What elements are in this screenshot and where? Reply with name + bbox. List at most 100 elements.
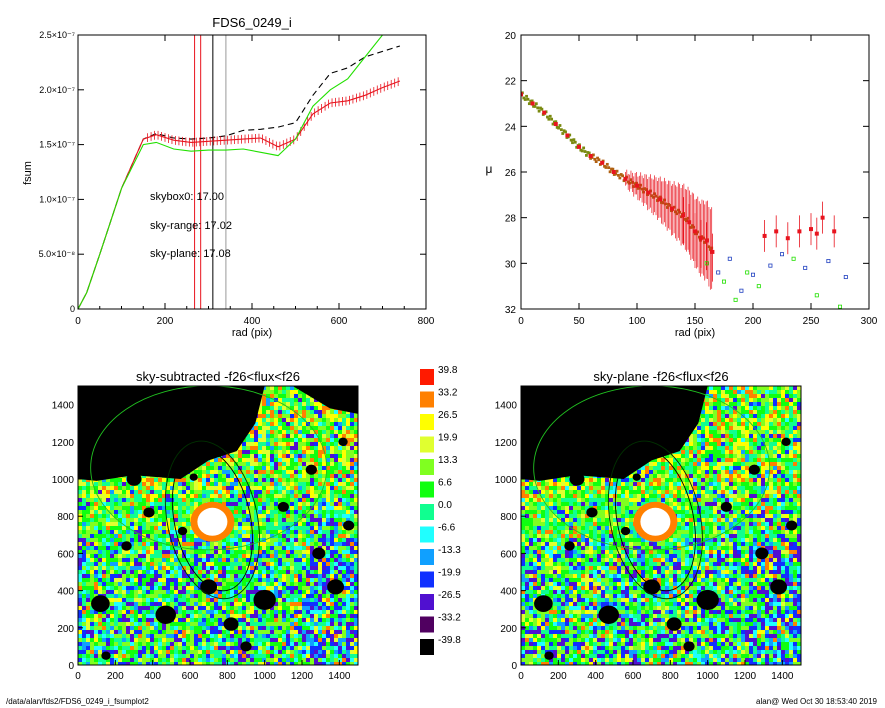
image-pixel — [322, 478, 326, 482]
image-pixel — [114, 514, 118, 518]
image-pixel — [154, 594, 158, 598]
image-pixel — [166, 530, 170, 534]
image-pixel — [130, 598, 134, 602]
image-pixel — [246, 562, 250, 566]
image-pixel — [234, 562, 238, 566]
image-pixel — [102, 490, 106, 494]
mu-point — [578, 143, 581, 147]
image-pixel — [274, 458, 278, 462]
image-pixel — [198, 634, 202, 638]
image-pixel — [350, 434, 354, 438]
image-pixel — [230, 534, 234, 538]
image-pixel — [326, 406, 330, 410]
image-pixel — [262, 510, 266, 514]
image-pixel — [274, 522, 278, 526]
image-pixel — [266, 414, 270, 418]
image-pixel — [350, 494, 354, 498]
image-pixel — [226, 486, 230, 490]
image-pixel — [142, 514, 146, 518]
image-pixel — [106, 510, 110, 514]
image-pixel — [346, 462, 350, 466]
image-pixel — [174, 630, 178, 634]
image-pixel — [230, 582, 234, 586]
image-pixel — [186, 582, 190, 586]
image-pixel — [278, 546, 282, 550]
image-pixel — [298, 402, 302, 406]
image-pixel — [206, 498, 210, 502]
image-pixel — [354, 606, 358, 610]
image-pixel — [150, 554, 154, 558]
image-pixel — [166, 498, 170, 502]
image-pixel — [338, 626, 342, 630]
image-pixel — [318, 590, 322, 594]
image-pixel — [334, 634, 338, 638]
image-pixel — [174, 610, 178, 614]
image-pixel — [222, 542, 226, 546]
image-pixel — [302, 590, 306, 594]
image-pixel — [222, 502, 226, 506]
image-pixel — [206, 550, 210, 554]
image-pixel — [106, 486, 110, 490]
image-pixel — [154, 550, 158, 554]
image-pixel — [270, 406, 274, 410]
image-pixel — [306, 586, 310, 590]
image-pixel — [346, 478, 350, 482]
image-pixel — [242, 622, 246, 626]
image-pixel — [326, 454, 330, 458]
image-pixel — [258, 466, 262, 470]
image-pixel — [354, 618, 358, 622]
image-pixel — [290, 482, 294, 486]
image-pixel — [318, 542, 322, 546]
image-pixel — [274, 642, 278, 646]
image-pixel — [214, 622, 218, 626]
image-pixel — [254, 482, 258, 486]
image-pixel — [102, 486, 106, 490]
image-pixel — [246, 542, 250, 546]
image-pixel — [330, 602, 334, 606]
image-pixel — [318, 490, 322, 494]
image-pixel — [198, 498, 202, 502]
image-pixel — [194, 494, 198, 498]
image-pixel — [342, 622, 346, 626]
image-pixel — [226, 546, 230, 550]
image-pixel — [78, 610, 82, 614]
image-pixel — [158, 482, 162, 486]
mu-point — [522, 96, 526, 100]
image-pixel — [298, 390, 302, 394]
image-pixel — [270, 486, 274, 490]
image-pixel — [138, 494, 142, 498]
image-pixel — [350, 550, 354, 554]
image-pixel — [110, 594, 114, 598]
image-pixel — [194, 594, 198, 598]
image-pixel — [278, 490, 282, 494]
image-pixel — [322, 538, 326, 542]
image-pixel — [110, 630, 114, 634]
image-pixel — [334, 538, 338, 542]
image-pixel — [86, 630, 90, 634]
image-pixel — [290, 506, 294, 510]
image-pixel — [306, 618, 310, 622]
image-pixel — [98, 630, 102, 634]
mu-point — [537, 109, 541, 113]
image-pixel — [354, 542, 358, 546]
image-pixel — [294, 534, 298, 538]
image-pixel — [230, 606, 234, 610]
image-pixel — [310, 602, 314, 606]
image-pixel — [246, 470, 250, 474]
image-pixel — [210, 618, 214, 622]
image-pixel — [334, 562, 338, 566]
image-pixel — [302, 614, 306, 618]
image-pixel — [310, 402, 314, 406]
image-pixel — [78, 550, 82, 554]
image-pixel — [354, 454, 358, 458]
image-pixel — [114, 486, 118, 490]
image-pixel — [274, 558, 278, 562]
image-pixel — [114, 558, 118, 562]
image-pixel — [154, 482, 158, 486]
image-pixel — [310, 554, 314, 558]
image-pixel — [138, 542, 142, 546]
image-pixel — [142, 542, 146, 546]
image-pixel — [318, 522, 322, 526]
image-pixel — [122, 502, 126, 506]
image-pixel — [186, 542, 190, 546]
